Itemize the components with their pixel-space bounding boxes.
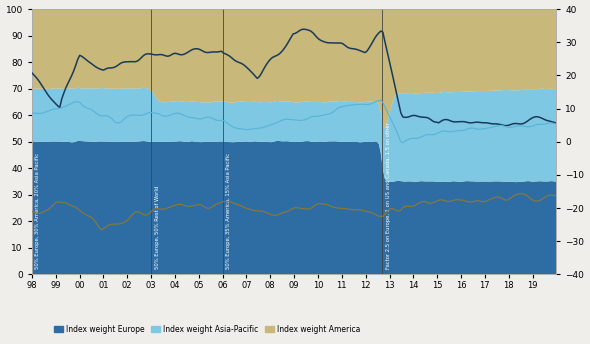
Text: 50% Europe, 30% America, 20% Asia Pacific: 50% Europe, 30% America, 20% Asia Pacifi… (35, 153, 40, 269)
Legend: Index weight Europe, Index weight Asia-Pacific, Index weight America: Index weight Europe, Index weight Asia-P… (51, 322, 363, 337)
Text: 50% Europe, 35% America, 15% Asia Pacific: 50% Europe, 35% America, 15% Asia Pacifi… (226, 153, 231, 269)
Text: Factor 2.5 on Europe, 1 on US and Canada, 1.5 on other: Factor 2.5 on Europe, 1 on US and Canada… (386, 122, 391, 269)
Text: 50% Europe, 50% Rest of World: 50% Europe, 50% Rest of World (155, 186, 160, 269)
